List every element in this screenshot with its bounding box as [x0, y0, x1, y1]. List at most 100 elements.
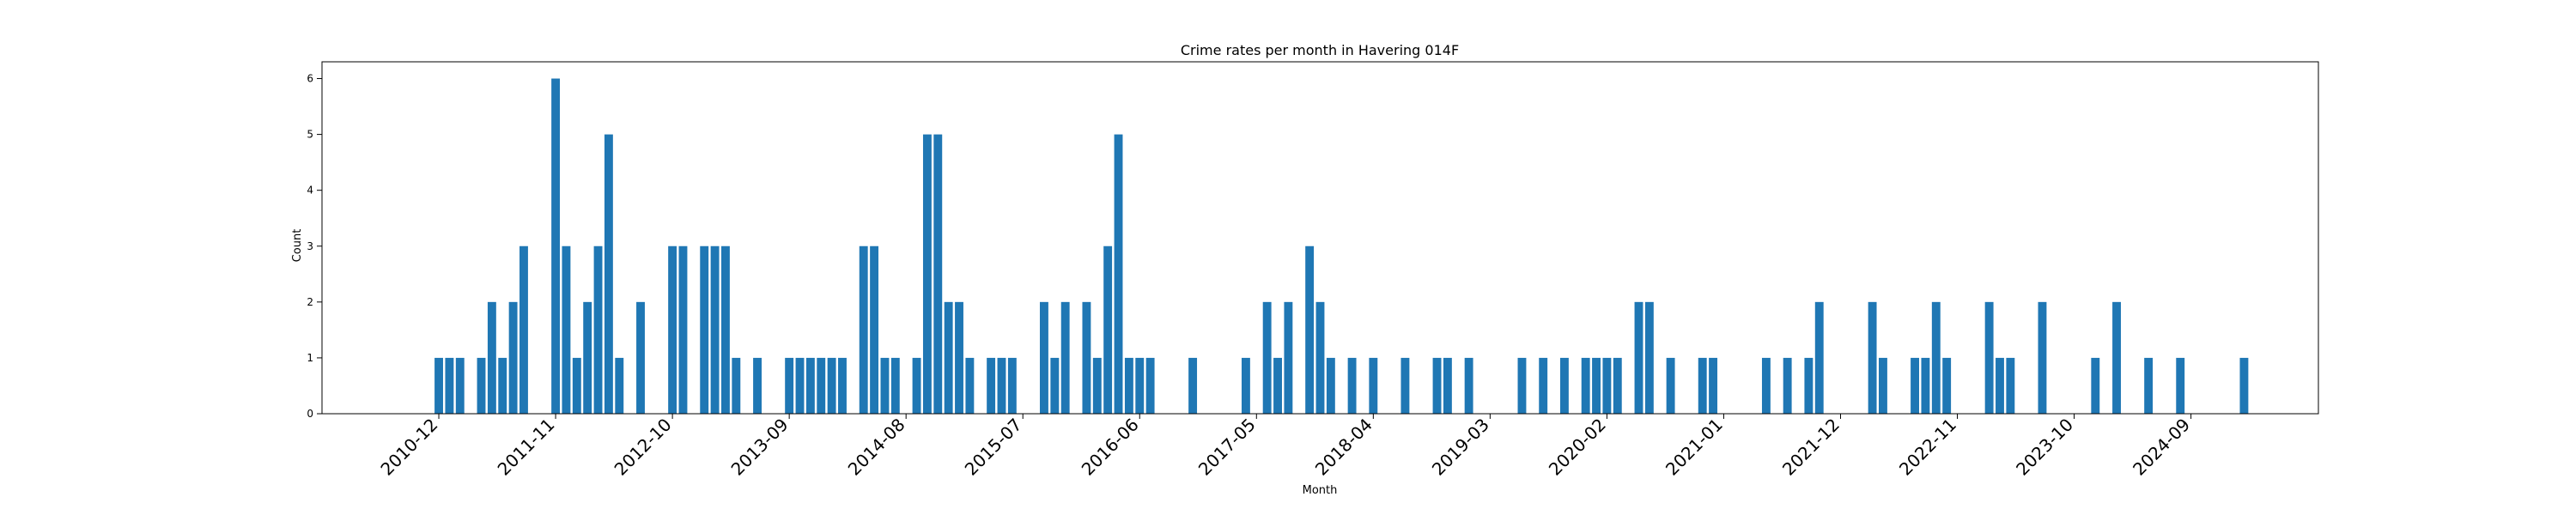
bar [1517, 357, 1527, 414]
bar [1804, 357, 1814, 414]
bar [912, 357, 921, 414]
bar [1709, 357, 1718, 414]
bar [944, 301, 953, 414]
bar [1103, 245, 1113, 414]
x-axis: 2010-12 2011-11 2012-10 2013-09 2014-08 2015-… [377, 414, 2194, 480]
bar [880, 357, 890, 414]
bar [1007, 357, 1017, 414]
bar [922, 134, 932, 414]
bar [551, 78, 561, 415]
bar [1305, 245, 1315, 414]
bar [1581, 357, 1590, 414]
bar [805, 357, 815, 414]
bar [997, 357, 1006, 414]
bar [721, 245, 730, 414]
bar [1443, 357, 1452, 414]
x-tick-label: 2011-11 [494, 415, 559, 480]
bar [933, 134, 943, 414]
y-tick-label: 6 [307, 73, 313, 85]
bar [890, 357, 900, 414]
bar [1040, 301, 1048, 414]
x-tick-label: 2022-11 [1895, 415, 1960, 480]
bar [1942, 357, 1952, 414]
bar [508, 301, 518, 414]
bar [1050, 357, 1060, 414]
y-tick-label: 5 [307, 129, 313, 141]
bar [955, 301, 963, 414]
bar [593, 245, 603, 414]
bar [1464, 357, 1473, 414]
bar [615, 357, 624, 414]
x-tick-label: 2021-12 [1778, 415, 1844, 480]
bar [700, 245, 709, 414]
bar [668, 245, 677, 414]
chart-title: Crime rates per month in Havering 014F [1181, 42, 1459, 58]
bar [785, 357, 794, 414]
bar [1082, 301, 1091, 414]
y-tick-label: 3 [307, 240, 313, 252]
bar [2239, 357, 2249, 414]
bar [1868, 301, 1877, 414]
x-tick-label: 2013-09 [727, 415, 793, 480]
bar [1666, 357, 1675, 414]
bar [477, 357, 486, 414]
bar [838, 357, 847, 414]
bar [1369, 357, 1378, 414]
bar [1634, 301, 1643, 414]
bar [827, 357, 836, 414]
bar [1613, 357, 1622, 414]
bar [870, 245, 879, 414]
y-axis: 0 1 2 3 4 5 6 [307, 73, 322, 420]
bar [636, 301, 645, 414]
x-tick-label: 2014-08 [844, 415, 909, 480]
bar [487, 301, 496, 414]
bar [583, 301, 592, 414]
bar [455, 357, 465, 414]
bar [817, 357, 826, 414]
bar [859, 245, 868, 414]
x-tick-label: 2023-10 [2012, 415, 2077, 480]
bar [1698, 357, 1707, 414]
bars-group [434, 78, 2249, 415]
bar [2038, 301, 2047, 414]
bar [498, 357, 507, 414]
bar [1326, 357, 1335, 414]
bar [1241, 357, 1250, 414]
x-axis-label: Month [1303, 484, 1338, 497]
bar [1092, 357, 1102, 414]
bar [678, 245, 688, 414]
bar [445, 357, 454, 414]
bar [1400, 357, 1410, 414]
bar [1135, 357, 1145, 414]
bar [2006, 357, 2015, 414]
bar [1273, 357, 1282, 414]
bar [572, 357, 581, 414]
bar [1114, 134, 1123, 414]
bar [1602, 357, 1612, 414]
bar [2176, 357, 2185, 414]
bar [1188, 357, 1198, 414]
y-tick-label: 1 [307, 352, 313, 364]
bar [1879, 357, 1887, 414]
bar [1931, 301, 1941, 414]
x-tick-label: 2016-06 [1078, 415, 1143, 480]
bar [1644, 301, 1654, 414]
bar [1284, 301, 1293, 414]
bar [2091, 357, 2100, 414]
x-tick-label: 2017-05 [1194, 415, 1260, 480]
x-tick-label: 2012-10 [611, 415, 676, 480]
bar [604, 134, 613, 414]
bar [1262, 301, 1272, 414]
bar [753, 357, 762, 414]
bar [965, 357, 975, 414]
x-tick-label: 2020-02 [1545, 415, 1610, 480]
bar [987, 357, 996, 414]
bar [795, 357, 805, 414]
x-tick-label: 2018-04 [1311, 415, 1376, 480]
bar [1921, 357, 1930, 414]
y-tick-label: 4 [307, 185, 313, 197]
bar [1539, 357, 1548, 414]
bar [1315, 301, 1325, 414]
bar [434, 357, 443, 414]
